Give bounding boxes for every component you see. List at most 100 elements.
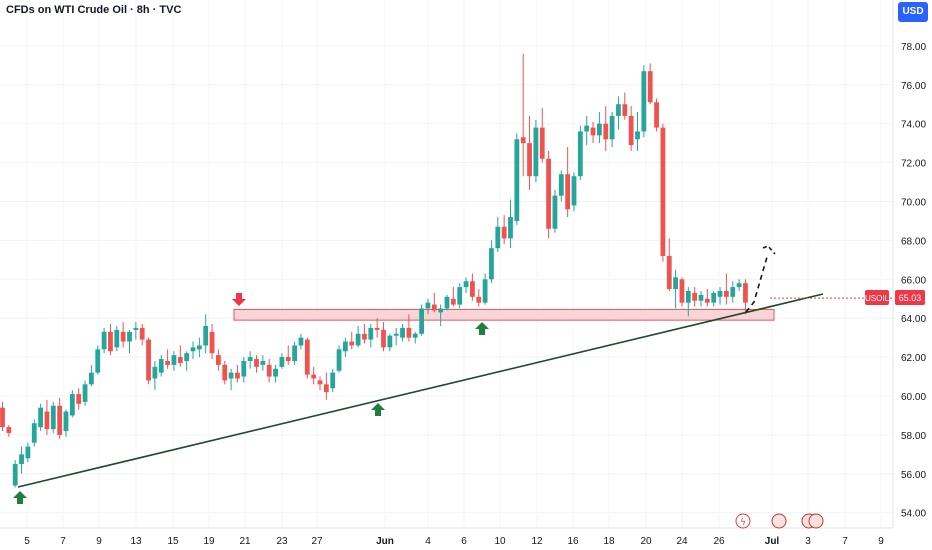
dividend-event-icon[interactable] bbox=[735, 513, 751, 529]
time-tick-label: 24 bbox=[676, 536, 688, 547]
time-tick-label: Jul bbox=[765, 536, 780, 547]
time-tick-label: 6 bbox=[461, 536, 467, 547]
candle-body bbox=[724, 290, 729, 297]
candle bbox=[660, 123, 666, 262]
candle bbox=[368, 324, 374, 348]
candle-body bbox=[457, 287, 463, 305]
candle bbox=[438, 304, 444, 326]
candle bbox=[647, 63, 653, 105]
candle-body bbox=[323, 384, 329, 393]
candle bbox=[209, 324, 215, 360]
time-tick-label: 7 bbox=[842, 536, 848, 547]
candle bbox=[349, 331, 355, 350]
candle-body bbox=[495, 226, 501, 249]
candle-body bbox=[114, 329, 120, 348]
candle-body bbox=[165, 360, 170, 365]
chart-grid bbox=[0, 0, 893, 528]
price-tag-value: 65.03 bbox=[899, 293, 922, 303]
candle bbox=[571, 172, 577, 212]
candle-body bbox=[450, 298, 456, 305]
candle bbox=[622, 92, 628, 120]
candle-body bbox=[679, 279, 685, 303]
candle-body bbox=[419, 308, 424, 334]
candle-body bbox=[635, 131, 640, 140]
candle-body bbox=[0, 407, 5, 428]
candle-body bbox=[711, 292, 717, 303]
candle bbox=[641, 65, 647, 138]
price-tick-label: 64.00 bbox=[901, 314, 926, 325]
candle bbox=[527, 115, 532, 190]
candle-body bbox=[406, 327, 412, 338]
candle-body bbox=[647, 71, 653, 103]
candle-body bbox=[304, 339, 310, 375]
candle-body bbox=[101, 331, 107, 350]
candles-layer bbox=[0, 53, 748, 488]
time-tick-label: 20 bbox=[640, 536, 652, 547]
candle bbox=[228, 368, 234, 391]
candle-body bbox=[63, 411, 69, 432]
candle-body bbox=[228, 372, 234, 379]
candle bbox=[463, 277, 469, 293]
candle-body bbox=[616, 104, 621, 116]
candle-body bbox=[527, 143, 532, 177]
candle-body bbox=[412, 333, 418, 338]
candle-body bbox=[343, 341, 348, 352]
price-tick-label: 68.00 bbox=[901, 236, 926, 247]
candle-body bbox=[95, 349, 101, 373]
us-flag-event-icon[interactable] bbox=[771, 513, 787, 529]
candle bbox=[336, 345, 342, 373]
candle bbox=[381, 322, 386, 352]
candle-body bbox=[311, 374, 317, 379]
candle bbox=[743, 279, 748, 315]
candle bbox=[450, 287, 456, 307]
candle bbox=[685, 287, 691, 317]
candle bbox=[330, 368, 336, 393]
us-flag-event-icon-3[interactable] bbox=[808, 513, 824, 529]
candle bbox=[419, 304, 424, 336]
candle-body bbox=[25, 446, 31, 459]
candle bbox=[50, 401, 56, 433]
candle bbox=[158, 355, 164, 377]
candle-body bbox=[69, 394, 75, 416]
candle bbox=[222, 360, 228, 385]
candle-body bbox=[577, 131, 583, 177]
candle-body bbox=[266, 364, 272, 377]
candle-body bbox=[349, 341, 355, 346]
candle bbox=[724, 273, 729, 305]
up-arrow-icon bbox=[13, 491, 27, 504]
time-tick-label: 4 bbox=[425, 536, 431, 547]
candle bbox=[457, 283, 463, 309]
candle bbox=[235, 364, 240, 383]
candle-body bbox=[260, 360, 266, 365]
candle-body bbox=[501, 226, 507, 239]
candle bbox=[0, 401, 5, 432]
price-tick-label: 76.00 bbox=[901, 81, 926, 92]
candle-body bbox=[127, 331, 132, 342]
candle bbox=[266, 359, 272, 383]
candle bbox=[374, 318, 380, 338]
candle bbox=[609, 112, 615, 148]
candle-body bbox=[552, 195, 558, 229]
candle bbox=[190, 341, 196, 360]
candle bbox=[584, 115, 590, 146]
candle-body bbox=[152, 366, 158, 379]
candle bbox=[577, 125, 583, 181]
candle-body bbox=[89, 372, 94, 385]
candle bbox=[476, 289, 482, 307]
candle bbox=[666, 238, 672, 291]
candle-body bbox=[330, 372, 336, 389]
candle-body bbox=[247, 357, 253, 361]
candle-body bbox=[609, 115, 615, 140]
candle bbox=[203, 314, 209, 354]
candle bbox=[552, 189, 558, 233]
candle-body bbox=[444, 296, 450, 309]
candle-body bbox=[730, 287, 736, 297]
time-tick-label: 26 bbox=[713, 536, 725, 547]
chart-title: CFDs on WTI Crude Oil · 8h · TVC bbox=[6, 4, 182, 16]
candle-body bbox=[279, 357, 285, 367]
candle bbox=[362, 324, 367, 344]
candle bbox=[323, 372, 329, 400]
currency-button[interactable]: USD bbox=[898, 2, 928, 22]
candle-body bbox=[285, 357, 291, 361]
